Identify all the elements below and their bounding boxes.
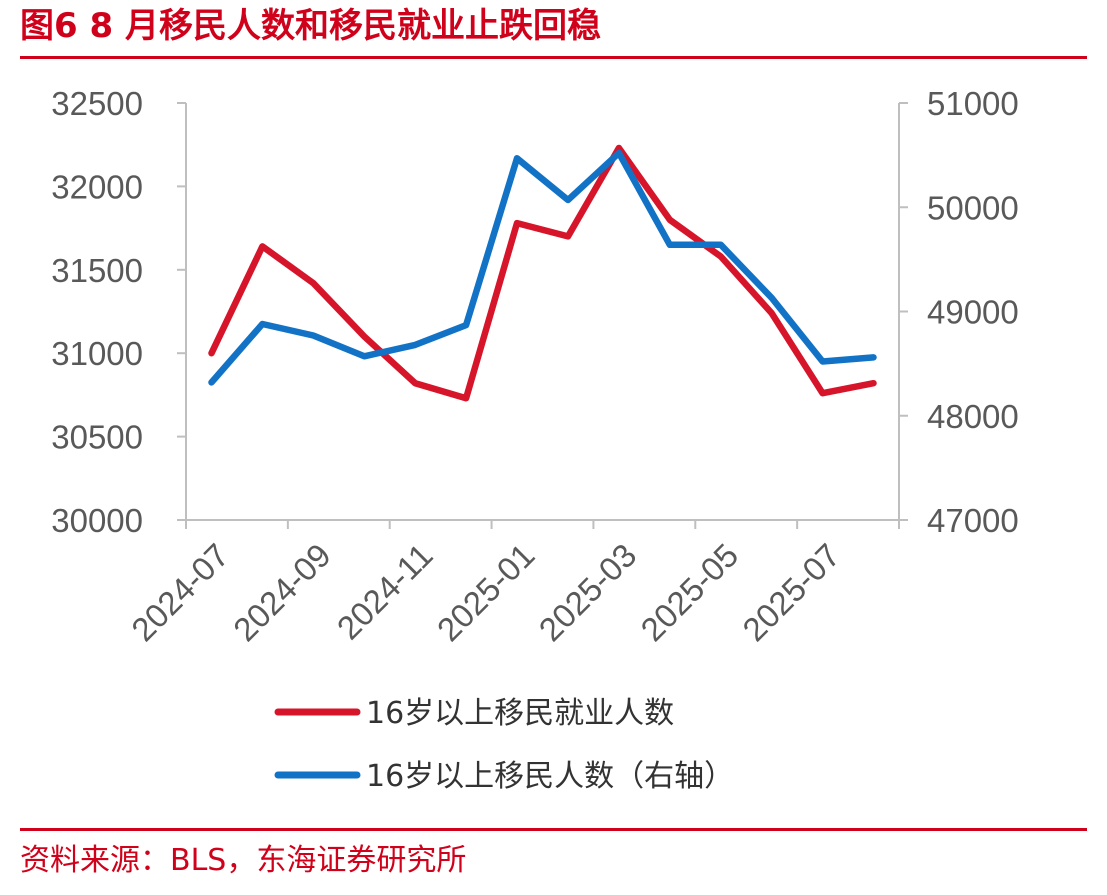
right-tick-label: 49000 xyxy=(927,294,1019,331)
right-tick-label: 48000 xyxy=(927,398,1019,435)
x-tick-label: 2025-03 xyxy=(532,536,644,648)
legend: 16岁以上移民就业人数 16岁以上移民人数（右轴） xyxy=(274,696,734,794)
left-tick-label: 30500 xyxy=(51,419,143,456)
x-tick-label: 2024-09 xyxy=(226,536,338,648)
line-chart: 30000 30500 31000 31500 32000 32500 47000 48000… xyxy=(51,85,1019,794)
x-tick-label: 2025-01 xyxy=(430,536,542,648)
x-tick-label: 2024-11 xyxy=(330,536,440,646)
left-tick-label: 32000 xyxy=(51,168,143,205)
title-rule xyxy=(20,56,1087,59)
x-tick-label: 2025-07 xyxy=(735,536,847,648)
figure-title: 图6 8 月移民人数和移民就业止跌回稳 xyxy=(20,6,601,46)
left-tick-label: 31000 xyxy=(51,335,143,372)
left-tick-label: 32500 xyxy=(51,85,143,122)
left-tick-label: 30000 xyxy=(51,502,143,539)
series-layer xyxy=(208,144,877,402)
right-tick-label: 51000 xyxy=(927,85,1019,122)
source-note: 资料来源：BLS，东海证券研究所 xyxy=(20,843,467,878)
series-line-1 xyxy=(208,144,877,402)
legend-label-2: 16岁以上移民人数（右轴） xyxy=(366,759,734,794)
source-rule xyxy=(20,828,1087,831)
legend-label-1: 16岁以上移民就业人数 xyxy=(366,696,674,731)
left-tick-label: 31500 xyxy=(51,252,143,289)
right-tick-label: 47000 xyxy=(927,502,1019,539)
series-line-2 xyxy=(208,149,877,386)
right-tick-label: 50000 xyxy=(927,189,1019,226)
x-tick-label: 2024-07 xyxy=(124,536,236,648)
x-tick-label: 2025-05 xyxy=(633,536,745,648)
